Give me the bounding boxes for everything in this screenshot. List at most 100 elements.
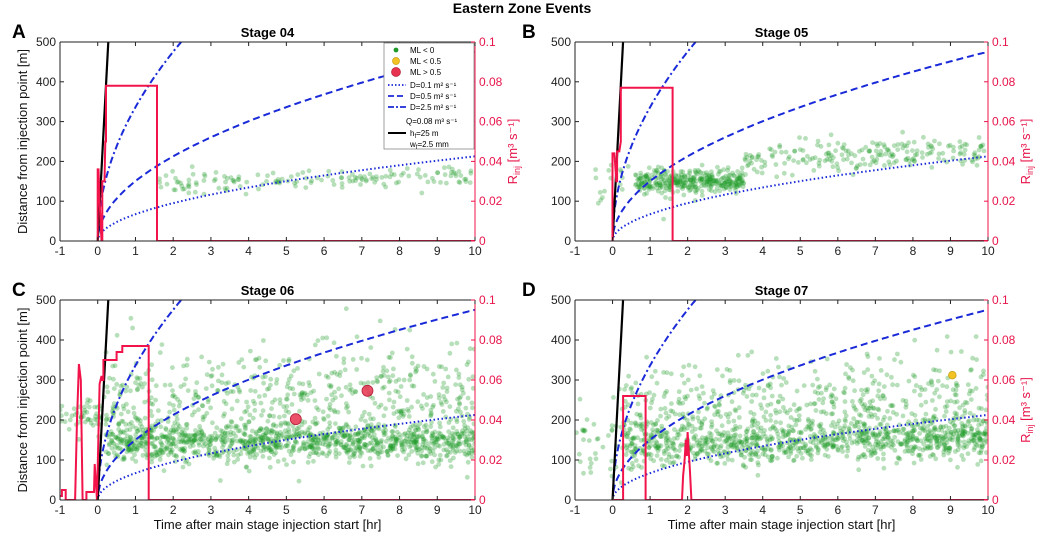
event-point (828, 394, 834, 400)
event-point (625, 430, 631, 436)
event-point (174, 179, 180, 185)
event-point (749, 452, 755, 458)
event-point (314, 450, 319, 455)
event-point (671, 446, 677, 451)
event-point (238, 437, 243, 443)
event-point (773, 410, 779, 416)
event-point (309, 442, 314, 448)
event-point (644, 174, 650, 180)
event-point (707, 430, 712, 436)
event-point (126, 447, 132, 452)
event-point (281, 358, 286, 363)
event-point (121, 437, 127, 443)
event-point (695, 451, 700, 457)
event-point (470, 385, 475, 391)
event-point (136, 416, 141, 422)
event-point (244, 399, 250, 405)
event-point (965, 419, 971, 425)
event-point (297, 430, 302, 436)
event-point (633, 380, 639, 386)
event-point (680, 177, 686, 183)
event-point (709, 188, 714, 194)
event-point (688, 187, 694, 193)
event-point (775, 431, 781, 437)
event-point (976, 417, 982, 423)
x-tick-label: 5 (797, 244, 804, 258)
event-point (311, 440, 317, 446)
event-point (357, 439, 362, 445)
event-point (443, 438, 449, 444)
event-point (962, 429, 968, 435)
event-point (306, 168, 312, 174)
event-point (196, 440, 202, 446)
event-point (285, 420, 291, 426)
event-point (267, 429, 272, 435)
event-point (629, 385, 634, 391)
event-point (704, 182, 710, 188)
event-point (725, 181, 731, 187)
event-point (339, 181, 345, 186)
event-point (185, 183, 191, 189)
event-point (851, 431, 857, 436)
event-point (304, 392, 310, 398)
event-point (954, 431, 959, 436)
event-point (584, 417, 590, 422)
event-point (898, 441, 903, 447)
event-point (124, 401, 129, 407)
event-point (220, 439, 225, 445)
event-point (627, 426, 632, 432)
event-point (201, 171, 207, 177)
event-point (375, 379, 380, 385)
event-point (362, 442, 367, 447)
event-point (885, 434, 890, 440)
event-point (737, 424, 743, 430)
event-point (137, 376, 143, 381)
event-point (206, 447, 212, 453)
event-point (638, 182, 644, 188)
event-point (887, 162, 893, 168)
event-point (925, 424, 930, 429)
event-point (167, 435, 173, 440)
event-point (290, 444, 296, 450)
event-point (129, 420, 134, 425)
event-point (651, 422, 656, 428)
event-point (972, 441, 978, 447)
event-point (275, 177, 281, 182)
event-point (251, 447, 256, 453)
event-point (728, 180, 734, 186)
event-point (395, 453, 400, 458)
event-point (171, 407, 177, 413)
event-point (229, 438, 235, 443)
event-point (792, 417, 797, 423)
event-point (658, 406, 664, 412)
event-point (371, 416, 376, 422)
event-point (110, 432, 116, 437)
event-point (376, 421, 382, 427)
event-point (353, 432, 358, 438)
event-point (194, 431, 200, 437)
event-point (180, 438, 185, 444)
panel-b: B Stage 05-1 0 1 2 3 4 5 6 7 8 9 1001002003004005000… (522, 22, 1035, 258)
event-point (936, 438, 942, 444)
event-point (296, 448, 302, 454)
event-point (334, 371, 340, 377)
x-tick-label: -1 (570, 244, 581, 258)
event-point (750, 392, 755, 398)
event-point (321, 417, 327, 422)
event-point (235, 457, 241, 462)
event-point (905, 448, 911, 454)
event-point (749, 349, 755, 355)
event-point (677, 177, 682, 183)
event-point (952, 399, 958, 405)
event-point (823, 151, 829, 157)
event-point (962, 147, 968, 153)
event-point (180, 186, 186, 192)
event-point (609, 423, 615, 428)
event-point (713, 178, 719, 184)
event-point (648, 420, 654, 425)
event-point (415, 450, 421, 456)
event-point (956, 431, 962, 436)
event-point (746, 386, 752, 392)
event-point (870, 431, 875, 437)
event-point (262, 444, 267, 450)
